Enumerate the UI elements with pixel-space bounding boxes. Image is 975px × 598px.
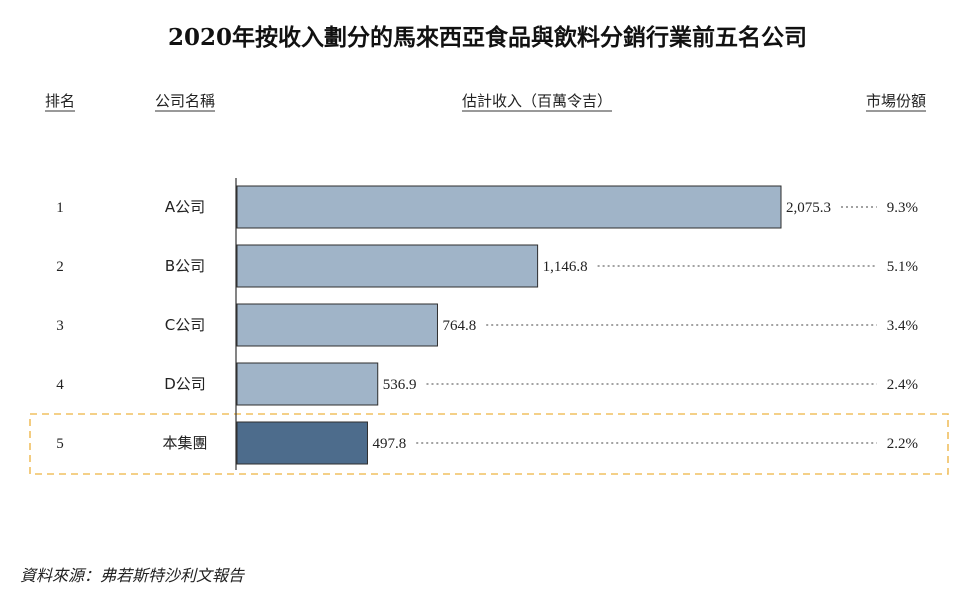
value-label: 497.8 (372, 436, 406, 452)
bar (236, 244, 539, 288)
header-share: 市場份額 (866, 92, 926, 110)
header-company: 公司名稱 (155, 92, 215, 110)
value-label: 536.9 (383, 377, 417, 393)
rank-label: 1 (56, 200, 64, 216)
share-label: 2.4% (887, 377, 918, 393)
share-label: 2.2% (887, 436, 918, 452)
share-label: 3.4% (887, 318, 918, 334)
company-label: B公司 (165, 257, 205, 275)
rank-label: 4 (56, 377, 64, 393)
company-label: 本集團 (162, 434, 207, 452)
source-note: 資料來源：弗若斯特沙利文報告 (20, 566, 245, 585)
chart-title: 2020年按收入劃分的馬來西亞食品與飲料分銷行業前五名公司 (167, 24, 807, 51)
share-label: 9.3% (887, 200, 918, 216)
company-label: D公司 (164, 375, 206, 393)
company-label: C公司 (165, 316, 205, 334)
company-label: A公司 (165, 198, 205, 216)
value-label: 2,075.3 (786, 200, 831, 216)
header-revenue: 估計收入（百萬令吉） (462, 92, 612, 110)
highlight-box (29, 413, 949, 475)
header-rank: 排名 (45, 92, 75, 110)
bar (236, 303, 438, 347)
rank-label: 5 (56, 436, 64, 452)
bar (236, 362, 379, 406)
rank-label: 3 (56, 318, 64, 334)
value-label: 764.8 (442, 318, 476, 334)
share-label: 5.1% (887, 259, 918, 275)
rank-label: 2 (56, 259, 64, 275)
bar (236, 421, 368, 465)
bar (236, 185, 782, 229)
value-label: 1,146.8 (543, 259, 588, 275)
